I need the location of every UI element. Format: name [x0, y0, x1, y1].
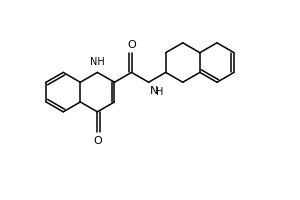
Text: NH: NH [90, 57, 105, 67]
Text: N: N [150, 86, 158, 96]
Text: H: H [155, 87, 163, 97]
Text: O: O [93, 136, 102, 146]
Text: O: O [127, 40, 136, 50]
